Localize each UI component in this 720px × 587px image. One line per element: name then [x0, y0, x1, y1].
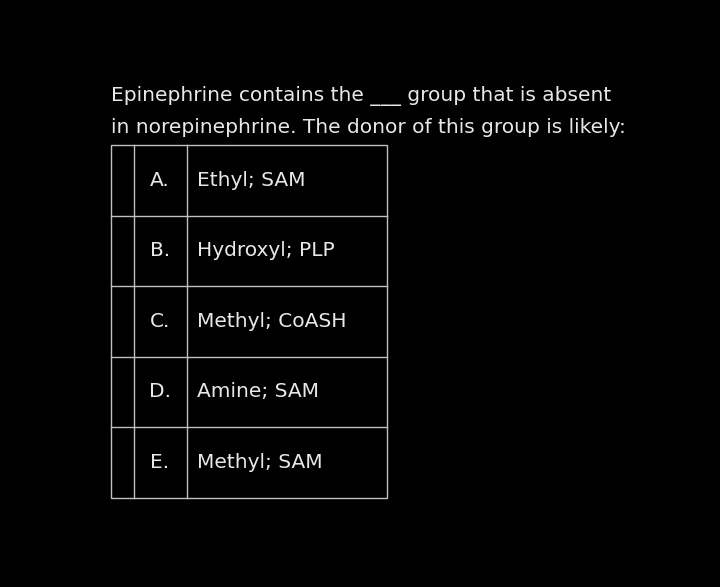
Text: in norepinephrine. The donor of this group is likely:: in norepinephrine. The donor of this gro…	[111, 118, 626, 137]
Text: Hydroxyl; PLP: Hydroxyl; PLP	[197, 241, 334, 260]
Text: Amine; SAM: Amine; SAM	[197, 382, 318, 402]
Bar	[111, 145, 387, 498]
Text: C.: C.	[150, 312, 170, 331]
Text: E.: E.	[150, 453, 170, 472]
Text: Ethyl; SAM: Ethyl; SAM	[197, 171, 305, 190]
Text: B.: B.	[150, 241, 170, 260]
Text: D.: D.	[149, 382, 171, 402]
Text: Epinephrine contains the ___ group that is absent: Epinephrine contains the ___ group that …	[111, 86, 611, 106]
Text: A.: A.	[150, 171, 170, 190]
Text: Methyl; CoASH: Methyl; CoASH	[197, 312, 346, 331]
Text: Methyl; SAM: Methyl; SAM	[197, 453, 323, 472]
